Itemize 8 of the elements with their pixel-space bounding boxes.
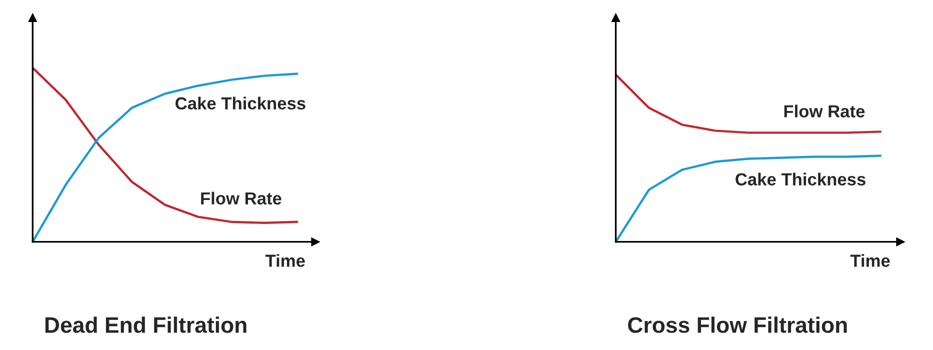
text: Cross Flow Filtration xyxy=(628,316,847,333)
series-label: Cake Thickness xyxy=(736,172,866,186)
text: Dead End Filtration xyxy=(45,316,246,333)
x-axis-title: Time xyxy=(265,254,305,267)
x-axis-title: Time xyxy=(850,254,890,267)
series-label: Cake Thickness xyxy=(176,96,306,110)
series-label: Flow Rate xyxy=(784,104,865,118)
series-label: Flow Rate xyxy=(201,192,282,205)
